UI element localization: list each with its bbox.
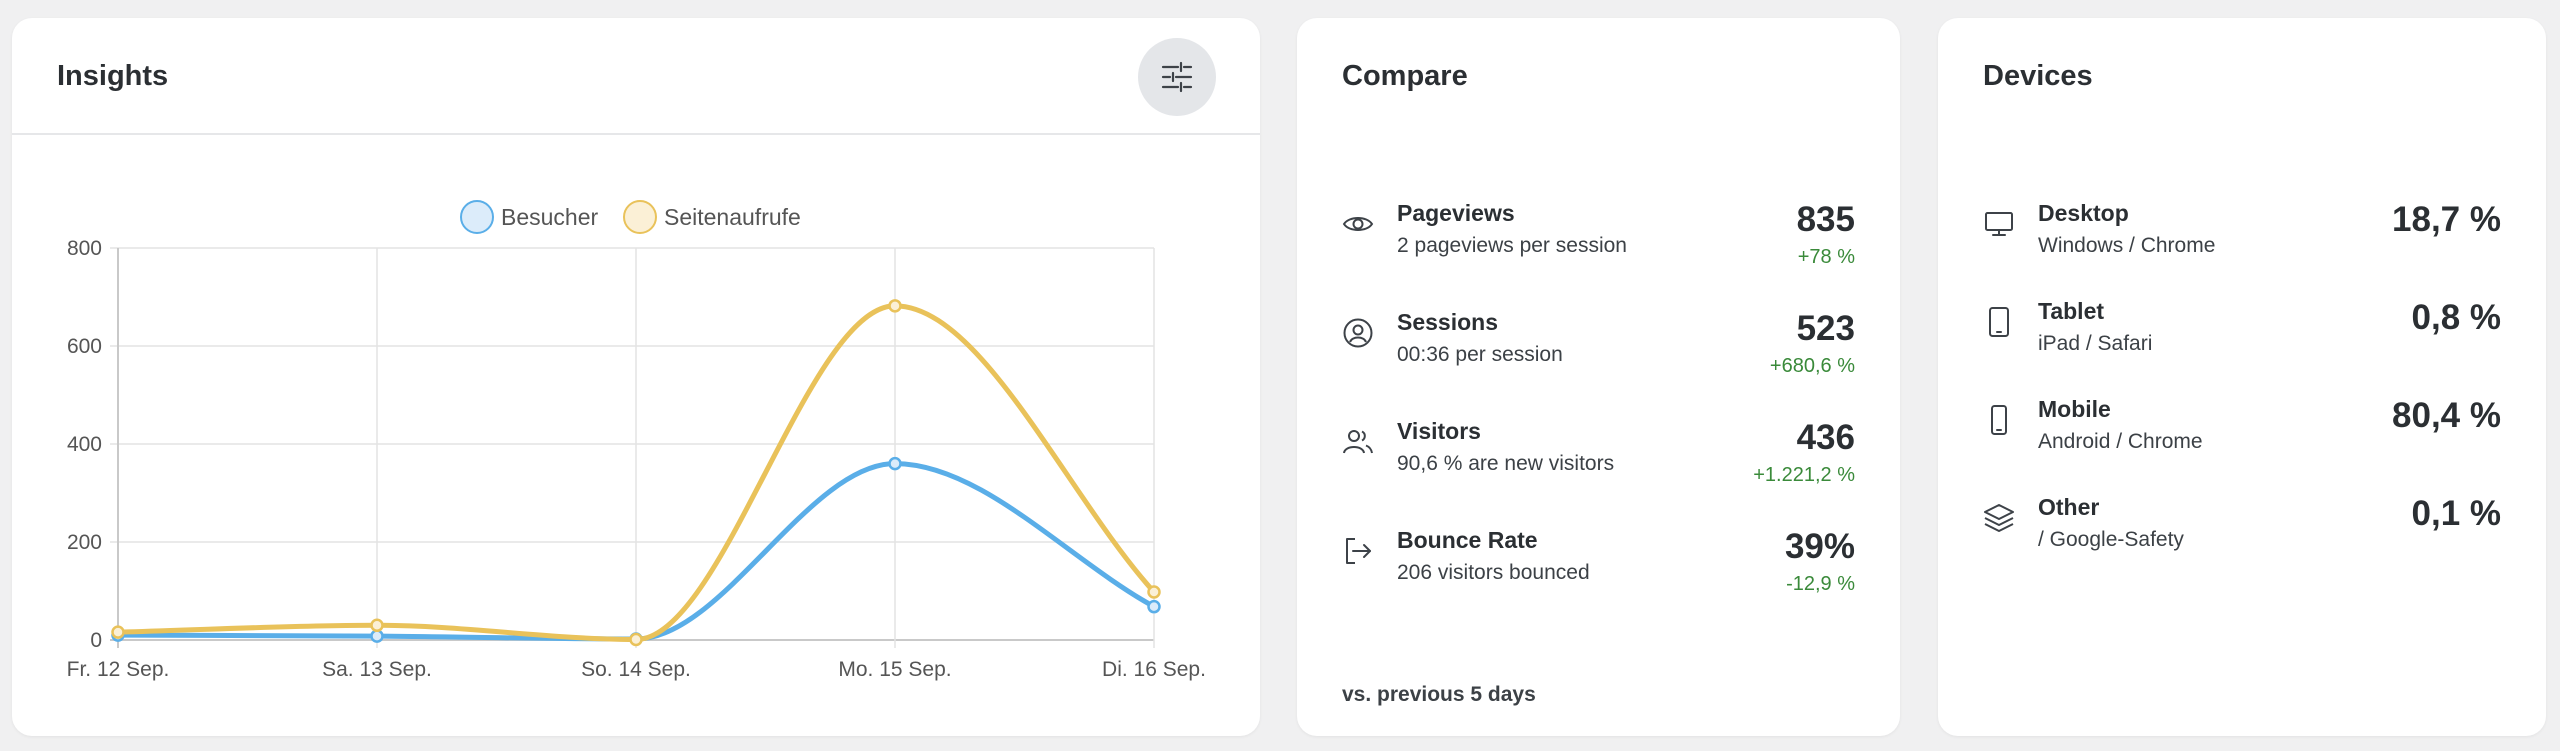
- compare-change: +78 %: [1797, 246, 1855, 268]
- data-point-seitenaufrufe[interactable]: [1147, 585, 1161, 599]
- compare-title: Compare: [1342, 60, 1468, 92]
- compare-row-pageviews: Pageviews 2 pageviews per session 835 +7…: [1342, 200, 1855, 290]
- compare-sub: 00:36 per session: [1397, 343, 1563, 366]
- layers-icon: [1984, 504, 2014, 532]
- sign-out-icon: [1346, 538, 1371, 564]
- device-share: 80,4 %: [2392, 396, 2501, 435]
- device-share: 18,7 %: [2392, 200, 2501, 239]
- compare-label: Visitors: [1397, 418, 1481, 444]
- y-tick-label: 200: [67, 531, 102, 554]
- data-point-seitenaufrufe[interactable]: [888, 299, 902, 313]
- device-row-other: Other / Google-Safety 0,1 %: [1983, 494, 2501, 584]
- device-label: Mobile: [2038, 396, 2111, 422]
- y-tick-label: 600: [67, 335, 102, 358]
- compare-row-visitors: Visitors 90,6 % are new visitors 436 +1.…: [1342, 418, 1855, 508]
- y-tick-label: 400: [67, 433, 102, 456]
- compare-sub: 90,6 % are new visitors: [1397, 452, 1615, 475]
- device-share: 0,1 %: [2411, 494, 2502, 533]
- device-share: 0,8 %: [2411, 298, 2502, 337]
- compare-label: Bounce Rate: [1397, 527, 1538, 553]
- sliders-icon: [1161, 61, 1193, 93]
- x-tick-label: Sa. 13 Sep.: [322, 658, 432, 681]
- device-sub: iPad / Safari: [2038, 332, 2153, 355]
- data-point-seitenaufrufe[interactable]: [111, 625, 125, 639]
- y-tick-label: 800: [67, 237, 102, 260]
- compare-footer: vs. previous 5 days: [1342, 683, 1536, 706]
- users-icon: [1343, 430, 1373, 454]
- compare-label: Pageviews: [1397, 200, 1515, 226]
- mobile-icon: [1991, 405, 2007, 435]
- x-tick-label: Fr. 12 Sep.: [67, 658, 170, 681]
- device-label: Tablet: [2038, 298, 2105, 324]
- device-sub: / Google-Safety: [2038, 528, 2184, 551]
- compare-change: +680,6 %: [1769, 355, 1855, 377]
- eye-icon: [1342, 217, 1374, 231]
- x-tick-label: Mo. 15 Sep.: [838, 658, 951, 681]
- compare-value: 835: [1796, 200, 1855, 239]
- monitor-icon: [1985, 212, 2013, 236]
- y-tick-label: 0: [90, 629, 102, 652]
- devices-title: Devices: [1983, 60, 2093, 92]
- legend-label-besucher[interactable]: Besucher: [501, 204, 599, 230]
- compare-sub: 206 visitors bounced: [1397, 561, 1590, 584]
- compare-change: -12,9 %: [1786, 573, 1855, 595]
- x-axis-ticks: Fr. 12 Sep. Sa. 13 Sep. So. 14 Sep. Mo. …: [67, 658, 1206, 681]
- device-row-desktop: Desktop Windows / Chrome 18,7 %: [1983, 200, 2501, 290]
- y-axis-ticks: 0 200 400 600 800: [67, 237, 102, 652]
- x-tick-label: Di. 16 Sep.: [1102, 658, 1206, 681]
- device-row-mobile: Mobile Android / Chrome 80,4 %: [1983, 396, 2501, 486]
- compare-value: 523: [1796, 309, 1855, 348]
- compare-value: 39%: [1784, 527, 1855, 566]
- compare-change: +1.221,2 %: [1753, 464, 1855, 486]
- tablet-icon: [1989, 307, 2009, 337]
- x-tick-label: So. 14 Sep.: [581, 658, 691, 681]
- header-divider: [12, 133, 1260, 135]
- legend-label-seitenaufrufe[interactable]: Seitenaufrufe: [664, 204, 801, 230]
- device-label: Other: [2038, 494, 2100, 520]
- compare-sub: 2 pageviews per session: [1397, 234, 1627, 257]
- compare-value: 436: [1796, 418, 1855, 457]
- device-label: Desktop: [2038, 200, 2129, 226]
- insights-title: Insights: [57, 60, 169, 92]
- legend-swatch-besucher[interactable]: [460, 200, 494, 234]
- data-point-besucher[interactable]: [888, 456, 902, 471]
- data-point-besucher[interactable]: [1147, 599, 1161, 614]
- insights-card: Insights 0 200 400 600 800 Fr. 12 Sep. S…: [12, 18, 1260, 736]
- compare-row-sessions: Sessions 00:36 per session 523 +680,6 %: [1342, 309, 1855, 399]
- data-point-seitenaufrufe[interactable]: [629, 632, 643, 647]
- chart-legend: Besucher Seitenaufrufe: [460, 200, 801, 234]
- compare-card: Compare Pageviews 2 pageviews per sessio…: [1297, 18, 1900, 736]
- data-point-seitenaufrufe[interactable]: [370, 618, 384, 633]
- devices-card: Devices Desktop Windows / Chrome 18,7 % …: [1938, 18, 2546, 736]
- data-point-besucher[interactable]: [370, 629, 384, 643]
- user-circle-icon: [1343, 318, 1373, 348]
- insights-line-chart: 0 200 400 600 800 Fr. 12 Sep. Sa. 13 Sep…: [67, 200, 1206, 681]
- legend-swatch-seitenaufrufe[interactable]: [623, 200, 657, 234]
- filter-button[interactable]: [1138, 38, 1216, 116]
- compare-label: Sessions: [1397, 309, 1498, 335]
- series-line-seitenaufrufe: [115, 303, 1157, 643]
- device-row-tablet: Tablet iPad / Safari 0,8 %: [1983, 298, 2501, 388]
- chart-series: [111, 299, 1161, 647]
- device-sub: Android / Chrome: [2038, 430, 2203, 453]
- device-sub: Windows / Chrome: [2038, 234, 2216, 257]
- chart-grid: [110, 247, 1155, 648]
- compare-row-bounce-rate: Bounce Rate 206 visitors bounced 39% -12…: [1342, 527, 1855, 617]
